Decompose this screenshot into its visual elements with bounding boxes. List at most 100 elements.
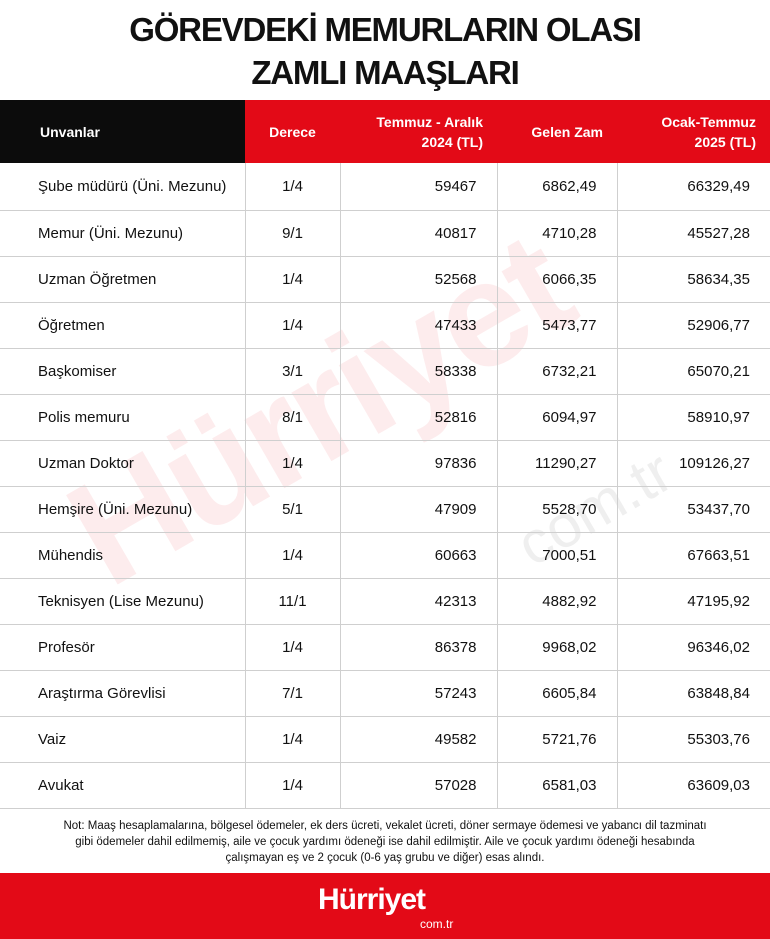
table-cell: 5/1 bbox=[245, 486, 341, 533]
table-cell: 4710,28 bbox=[497, 210, 618, 257]
table-row: Teknisyen (Lise Mezunu) 11/1 42313 4882,92 4… bbox=[0, 578, 770, 625]
table-cell: 52906,77 bbox=[617, 302, 770, 349]
column-header-line: Gelen Zam bbox=[531, 123, 603, 140]
salary-table: Unvanlar Derece Temmuz - Aralık 2024 (TL) Ge… bbox=[0, 100, 770, 809]
table-cell: 58910,97 bbox=[617, 394, 770, 441]
title-line: GÖREVDEKİ MEMURLARIN OLASI bbox=[129, 11, 642, 48]
table-cell: 6066,35 bbox=[497, 256, 618, 303]
table-cell: 53437,70 bbox=[617, 486, 770, 533]
table-cell: 47433 bbox=[340, 302, 498, 349]
table-cell: Araştırma Görevlisi bbox=[0, 670, 246, 717]
table-cell: 67663,51 bbox=[617, 532, 770, 579]
table-cell: 1/4 bbox=[245, 440, 341, 487]
table-cell: 86378 bbox=[340, 624, 498, 671]
table-cell: 1/4 bbox=[245, 762, 341, 809]
table-row: Öğretmen 1/4 47433 5473,77 52906,77 bbox=[0, 302, 770, 349]
table-cell: 11290,27 bbox=[497, 440, 618, 487]
table-cell: 5528,70 bbox=[497, 486, 618, 533]
table-cell: 11/1 bbox=[245, 578, 341, 625]
table-row: Avukat 1/4 57028 6581,03 63609,03 bbox=[0, 762, 770, 809]
table-cell: 57028 bbox=[340, 762, 498, 809]
table-cell: Uzman Doktor bbox=[0, 440, 246, 487]
brand-logo: Hürriyet bbox=[318, 883, 426, 916]
table-row: Şube müdürü (Üni. Mezunu) 1/4 59467 6862,49… bbox=[0, 163, 770, 211]
brand-domain: com.tr bbox=[420, 917, 454, 931]
table-cell: 1/4 bbox=[245, 716, 341, 763]
table-cell: 1/4 bbox=[245, 302, 341, 349]
table-cell: 109126,27 bbox=[617, 440, 770, 487]
table-cell: 40817 bbox=[340, 210, 498, 257]
table-cell: 63609,03 bbox=[617, 762, 770, 809]
table-cell: Uzman Öğretmen bbox=[0, 256, 246, 303]
column-header-line: Ocak-Temmuz bbox=[661, 113, 756, 130]
table-cell: 9/1 bbox=[245, 210, 341, 257]
column-header: Temmuz - Aralık 2024 (TL) bbox=[340, 100, 497, 163]
table-cell: 6732,21 bbox=[497, 348, 618, 395]
table-cell: 6862,49 bbox=[497, 163, 618, 211]
table-cell: 1/4 bbox=[245, 532, 341, 579]
table-cell: 58338 bbox=[340, 348, 498, 395]
footer: Hürriyet com.tr bbox=[0, 873, 770, 939]
title-line: ZAMLI MAAŞLARI bbox=[251, 54, 520, 91]
table-row: Polis memuru 8/1 52816 6094,97 58910,97 bbox=[0, 394, 770, 441]
table-row: Mühendis 1/4 60663 7000,51 67663,51 bbox=[0, 532, 770, 579]
table-cell: 97836 bbox=[340, 440, 498, 487]
column-header: Derece bbox=[245, 100, 340, 163]
table-cell: 45527,28 bbox=[617, 210, 770, 257]
table-cell: Mühendis bbox=[0, 532, 246, 579]
column-header-line: Unvanlar bbox=[40, 123, 100, 140]
table-cell: 5473,77 bbox=[497, 302, 618, 349]
column-header: Ocak-Temmuz 2025 (TL) bbox=[617, 100, 770, 163]
table-cell: 65070,21 bbox=[617, 348, 770, 395]
table-cell: Hemşire (Üni. Mezunu) bbox=[0, 486, 246, 533]
table-cell: 9968,02 bbox=[497, 624, 618, 671]
table-cell: 49582 bbox=[340, 716, 498, 763]
table-cell: 6605,84 bbox=[497, 670, 618, 717]
note: Not: Maaş hesaplamalarına, bölgesel ödem… bbox=[63, 820, 707, 864]
table-cell: 47195,92 bbox=[617, 578, 770, 625]
table-cell: 3/1 bbox=[245, 348, 341, 395]
table-cell: 42313 bbox=[340, 578, 498, 625]
table-body: Şube müdürü (Üni. Mezunu) 1/4 59467 6862,49… bbox=[0, 163, 770, 809]
table-cell: Polis memuru bbox=[0, 394, 246, 441]
table-cell: 66329,49 bbox=[617, 163, 770, 211]
table-cell: 4882,92 bbox=[497, 578, 618, 625]
table-row: Uzman Doktor 1/4 97836 11290,27 109126,27 bbox=[0, 440, 770, 487]
table-cell: Vaiz bbox=[0, 716, 246, 763]
table-row: Uzman Öğretmen 1/4 52568 6066,35 58634,35 bbox=[0, 256, 770, 303]
table-cell: 57243 bbox=[340, 670, 498, 717]
table-cell: Avukat bbox=[0, 762, 246, 809]
table-cell: Başkomiser bbox=[0, 348, 246, 395]
table-row: Profesör 1/4 86378 9968,02 96346,02 bbox=[0, 624, 770, 671]
column-header-line: Temmuz - Aralık bbox=[376, 113, 483, 130]
table-row: Araştırma Görevlisi 7/1 57243 6605,84 63848,… bbox=[0, 670, 770, 717]
title: GÖREVDEKİ MEMURLARIN OLASI ZAMLI MAAŞLAR… bbox=[0, 8, 770, 94]
table-row: Vaiz 1/4 49582 5721,76 55303,76 bbox=[0, 716, 770, 763]
table-cell: Teknisyen (Lise Mezunu) bbox=[0, 578, 246, 625]
table-cell: 52568 bbox=[340, 256, 498, 303]
table-cell: 6094,97 bbox=[497, 394, 618, 441]
column-header-line: 2025 (TL) bbox=[694, 133, 756, 150]
table-cell: 55303,76 bbox=[617, 716, 770, 763]
table-cell: 1/4 bbox=[245, 163, 341, 211]
table-cell: 96346,02 bbox=[617, 624, 770, 671]
column-header: Unvanlar bbox=[0, 100, 245, 163]
table-cell: Profesör bbox=[0, 624, 246, 671]
table-cell: 59467 bbox=[340, 163, 498, 211]
table-cell: 1/4 bbox=[245, 624, 341, 671]
table-cell: Şube müdürü (Üni. Mezunu) bbox=[0, 163, 246, 211]
table-row: Başkomiser 3/1 58338 6732,21 65070,21 bbox=[0, 348, 770, 395]
column-header-line: 2024 (TL) bbox=[421, 133, 483, 150]
column-header-line: Derece bbox=[269, 123, 316, 140]
table-cell: 58634,35 bbox=[617, 256, 770, 303]
table-cell: 60663 bbox=[340, 532, 498, 579]
table-cell: 1/4 bbox=[245, 256, 341, 303]
column-header: Gelen Zam bbox=[497, 100, 617, 163]
table-cell: 7000,51 bbox=[497, 532, 618, 579]
table-row: Hemşire (Üni. Mezunu) 5/1 47909 5528,70 5343… bbox=[0, 486, 770, 533]
table-cell: 63848,84 bbox=[617, 670, 770, 717]
table-cell: Öğretmen bbox=[0, 302, 246, 349]
table-cell: 8/1 bbox=[245, 394, 341, 441]
table-cell: 47909 bbox=[340, 486, 498, 533]
table-cell: 5721,76 bbox=[497, 716, 618, 763]
